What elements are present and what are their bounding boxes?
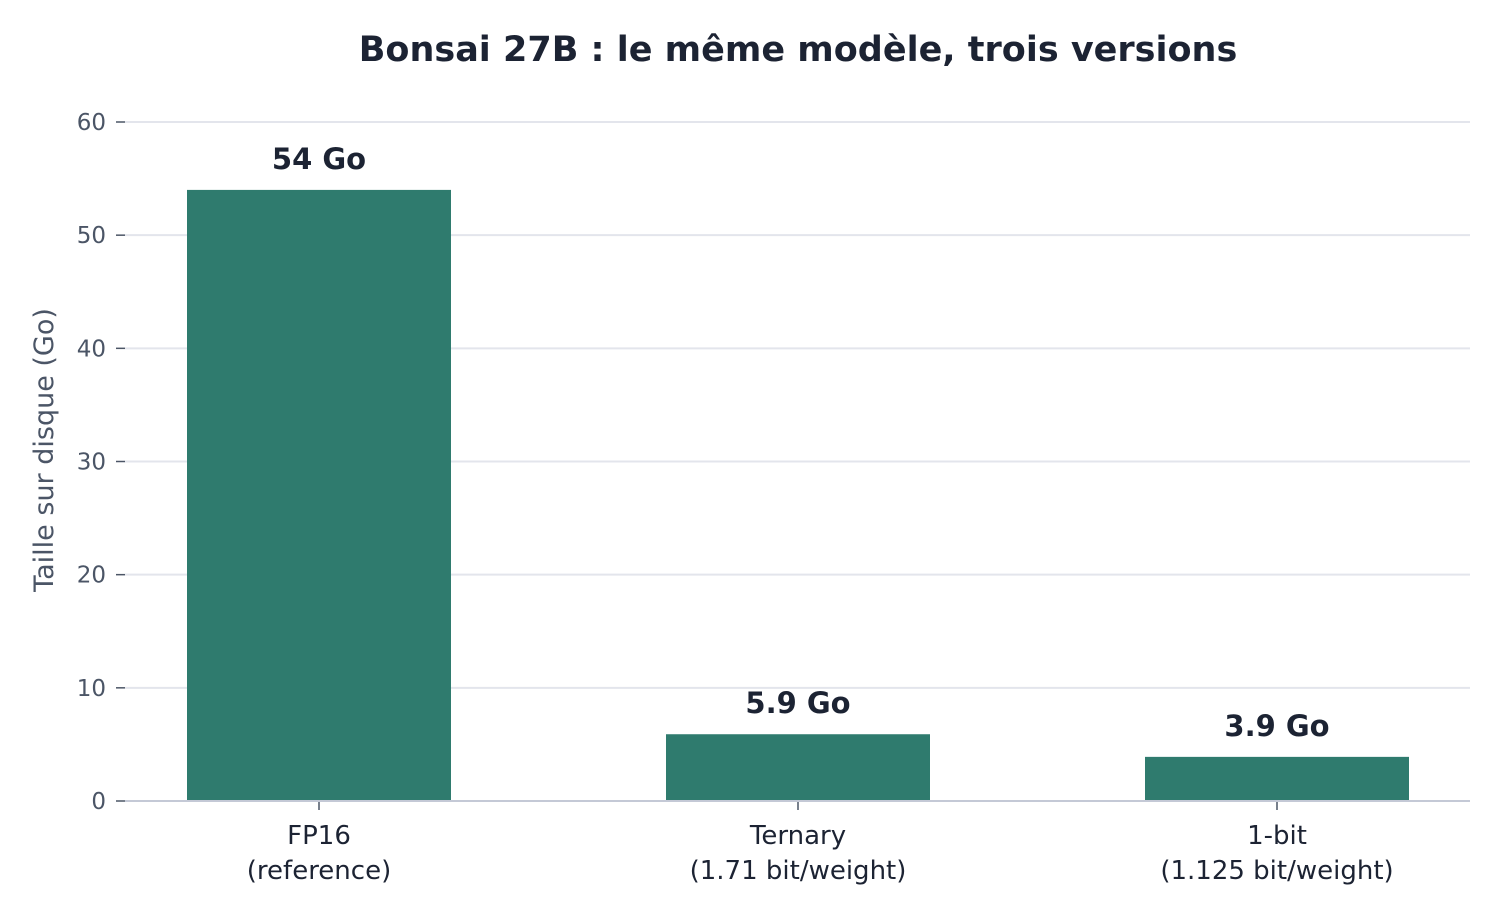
y-tick-label: 40 [77, 336, 106, 362]
x-tick-label: (1.125 bit/weight) [1160, 856, 1393, 886]
bar-value-label: 3.9 Go [1224, 709, 1329, 743]
y-tick-label: 30 [77, 450, 106, 476]
bar-value-label: 5.9 Go [745, 686, 850, 720]
y-tick-label: 0 [91, 789, 106, 815]
y-axis-label: Taille sur disque (Go) [29, 308, 60, 593]
y-tick-label: 60 [77, 110, 106, 136]
data-labels: 54 Go 5.9 Go 3.9 Go [272, 142, 1330, 743]
x-tick-label: (1.71 bit/weight) [690, 856, 907, 886]
bar [666, 734, 930, 801]
y-tick-label: 10 [77, 676, 106, 702]
bars [187, 189, 1409, 801]
y-tick-label: 20 [77, 563, 106, 589]
x-tick-label: Ternary [749, 821, 846, 851]
bar-value-label: 54 Go [272, 142, 366, 176]
x-tick-label: 1-bit [1247, 821, 1307, 851]
bar [1145, 756, 1409, 801]
axes: 0 10 20 30 40 50 60 FP16 (reference) Ternary (1.71… [77, 110, 1470, 886]
bar [187, 189, 451, 801]
x-tick-label: (reference) [247, 856, 391, 886]
y-tick-label: 50 [77, 223, 106, 249]
x-tick-label: FP16 [287, 821, 351, 851]
chart-title: Bonsai 27B : le même modèle, trois versi… [359, 30, 1238, 70]
